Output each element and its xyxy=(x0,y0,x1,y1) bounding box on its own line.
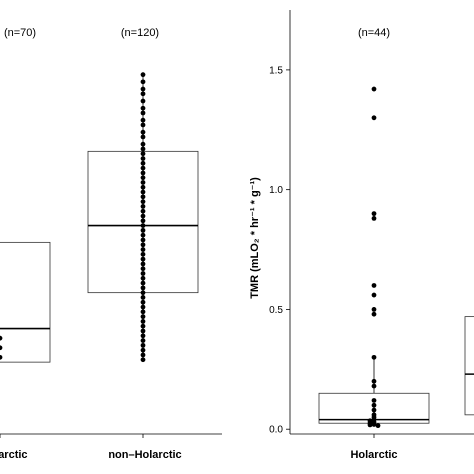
right-y-tick-label-2: 1.0 xyxy=(269,185,283,196)
left-n-label-holarctic: (n=70) xyxy=(4,27,36,39)
left-n-label-non-holarctic: (n=120) xyxy=(121,27,159,39)
right-holarctic-point-1 xyxy=(371,115,377,121)
left-non-holarctic-point-17 xyxy=(140,170,146,176)
left-non-holarctic-point-9 xyxy=(140,129,146,135)
right-holarctic-point-3 xyxy=(371,216,377,221)
left-non-holarctic-point-33 xyxy=(140,247,146,252)
left-non-holarctic-point-22 xyxy=(140,194,146,200)
right-holarctic-point-20 xyxy=(371,422,377,427)
right-holarctic-point-2 xyxy=(371,211,377,217)
left-non-holarctic-point-19 xyxy=(140,180,146,185)
left-holarctic-point-1 xyxy=(0,345,3,351)
right-holarctic-point-0 xyxy=(371,86,377,92)
left-non-holarctic-point-46 xyxy=(140,309,146,315)
left-non-holarctic-point-39 xyxy=(140,275,146,281)
left-non-holarctic-point-2 xyxy=(140,86,146,92)
right-cat-label-holarctic: Holarctic xyxy=(350,449,397,461)
left-non-holarctic-point-23 xyxy=(140,199,146,205)
left-non-holarctic-point-14 xyxy=(140,156,146,161)
right-holarctic-point-22 xyxy=(375,423,381,429)
left-non-holarctic-point-44 xyxy=(140,299,146,305)
left-non-holarctic-point-12 xyxy=(140,146,146,152)
right-holarctic-point-11 xyxy=(371,398,377,403)
left-non-holarctic-point-10 xyxy=(140,134,146,140)
right-holarctic-point-4 xyxy=(371,283,377,288)
left-non-holarctic-point-8 xyxy=(140,122,146,128)
left-non-holarctic-point-6 xyxy=(140,110,146,116)
left-non-holarctic-point-16 xyxy=(140,165,146,171)
right-holarctic-point-21 xyxy=(367,422,373,428)
left-non-holarctic-point-32 xyxy=(140,242,146,248)
left-non-holarctic-point-48 xyxy=(140,319,146,324)
right-holarctic-point-7 xyxy=(371,311,377,317)
left-non-holarctic-point-40 xyxy=(140,280,146,286)
left-non-holarctic-point-25 xyxy=(140,208,146,214)
right-y-axis-label: TMR (mLO₂ * hr⁻¹ * g⁻¹) xyxy=(249,177,261,299)
left-non-holarctic-point-11 xyxy=(140,141,146,147)
left-non-holarctic-point-49 xyxy=(140,323,146,329)
left-non-holarctic-point-56 xyxy=(140,357,146,363)
right-holarctic-point-10 xyxy=(371,383,377,389)
left-non-holarctic-point-5 xyxy=(140,105,146,111)
left-non-holarctic-point-7 xyxy=(140,117,146,123)
left-non-holarctic-point-42 xyxy=(140,290,146,296)
left-non-holarctic-point-18 xyxy=(140,175,146,181)
left-non-holarctic-point-0 xyxy=(140,72,146,78)
left-non-holarctic-point-31 xyxy=(140,237,146,243)
right-y-tick-label-3: 1.5 xyxy=(269,65,283,76)
left-non-holarctic-point-27 xyxy=(140,218,146,224)
left-non-holarctic-point-24 xyxy=(140,204,146,209)
left-non-holarctic-point-29 xyxy=(140,227,146,233)
left-non-holarctic-point-21 xyxy=(140,189,146,195)
left-non-holarctic-point-37 xyxy=(140,266,146,272)
left-non-holarctic-point-4 xyxy=(140,98,146,104)
left-cat-label-non-holarctic: non–Holarctic xyxy=(108,449,181,461)
left-non-holarctic-point-54 xyxy=(140,347,146,353)
right-y-tick-label-1: 0.5 xyxy=(269,305,283,316)
left-non-holarctic-point-38 xyxy=(140,271,146,276)
right-panel: 0.0 0.5 1.0 1.5 xyxy=(269,10,474,438)
right-box-second-box xyxy=(464,316,474,416)
left-non-holarctic-point-36 xyxy=(140,261,146,267)
left-non-holarctic-point-13 xyxy=(140,151,146,157)
right-n-label: (n=44) xyxy=(358,27,390,39)
left-non-holarctic-point-26 xyxy=(140,213,146,219)
left-holarctic-point-2 xyxy=(0,354,3,360)
left-box-holarctic-box xyxy=(0,241,51,363)
right-holarctic-point-12 xyxy=(371,402,377,408)
right-y-tick-label-0: 0.0 xyxy=(269,425,283,436)
left-non-holarctic-point-53 xyxy=(140,342,146,348)
left-non-holarctic-point-28 xyxy=(140,223,146,228)
left-non-holarctic-point-41 xyxy=(140,285,146,291)
left-non-holarctic-point-51 xyxy=(140,333,146,339)
right-holarctic-point-6 xyxy=(371,307,377,312)
left-holarctic-point-0 xyxy=(0,335,3,341)
left-non-holarctic-point-35 xyxy=(140,256,146,262)
left-cat-label-holarctic: Holarctic xyxy=(0,449,28,461)
left-non-holarctic-point-55 xyxy=(140,352,146,358)
left-non-holarctic-point-43 xyxy=(140,295,146,300)
left-panel xyxy=(0,72,222,438)
right-holarctic-point-13 xyxy=(371,407,377,413)
left-non-holarctic-point-20 xyxy=(140,184,146,190)
left-non-holarctic-point-34 xyxy=(140,251,146,257)
left-non-holarctic-point-47 xyxy=(140,314,146,320)
left-non-holarctic-point-15 xyxy=(140,160,146,166)
left-non-holarctic-point-45 xyxy=(140,304,146,310)
right-holarctic-point-5 xyxy=(371,292,377,298)
left-non-holarctic-point-1 xyxy=(140,79,146,85)
right-holarctic-point-8 xyxy=(371,354,377,360)
left-non-holarctic-point-50 xyxy=(140,328,146,334)
left-non-holarctic-point-3 xyxy=(140,91,146,97)
left-non-holarctic-point-30 xyxy=(140,232,146,238)
left-non-holarctic-point-52 xyxy=(140,338,146,343)
right-holarctic-point-9 xyxy=(371,378,377,384)
